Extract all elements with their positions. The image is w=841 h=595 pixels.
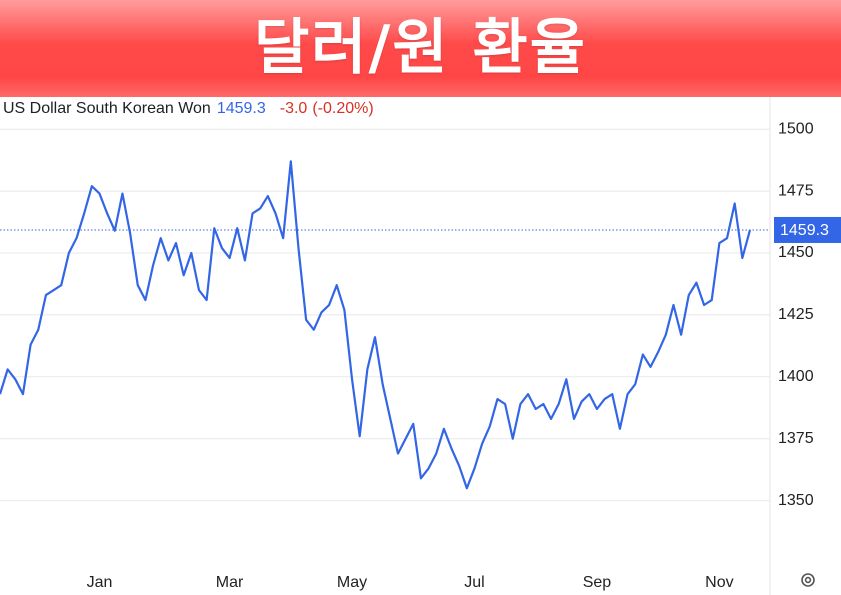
y-tick-label: 1375 bbox=[778, 430, 814, 447]
x-tick-label: Mar bbox=[216, 574, 244, 591]
x-tick-label: Sep bbox=[583, 574, 612, 591]
y-tick-label: 1475 bbox=[778, 182, 814, 199]
chart: 1350 1375 1400 1425 1450 1475 1500 Jan Mar May Jul… bbox=[0, 97, 841, 595]
header-part: -3.0 bbox=[280, 100, 308, 117]
x-tick-label: Jul bbox=[464, 574, 484, 591]
series-header: US Dollar South Korean Won 1459.3 -3.0 (-0.… bbox=[3, 100, 374, 117]
x-tick-label: Jan bbox=[87, 574, 113, 591]
y-tick-label: 1400 bbox=[778, 368, 814, 385]
settings-icon[interactable] bbox=[801, 573, 815, 587]
x-tick-label: May bbox=[337, 574, 367, 591]
y-tick-label: 1450 bbox=[778, 244, 814, 261]
y-tick-label: 1500 bbox=[778, 120, 814, 137]
y-tick-label: 1425 bbox=[778, 306, 814, 323]
x-tick-label: Nov bbox=[705, 574, 733, 591]
header-part: (-0.20%) bbox=[312, 100, 373, 117]
price-line bbox=[0, 160, 752, 490]
y-tick-label: 1350 bbox=[778, 492, 814, 509]
chart-title: 달러/원 환율 bbox=[254, 13, 587, 83]
last-value-label: 1459.3 bbox=[780, 222, 829, 239]
header-part: 1459.3 bbox=[217, 100, 266, 117]
header-part: US Dollar South Korean Won bbox=[3, 100, 211, 117]
last-value-box bbox=[774, 216, 841, 243]
banner: 달러/원 환율 bbox=[0, 0, 841, 97]
